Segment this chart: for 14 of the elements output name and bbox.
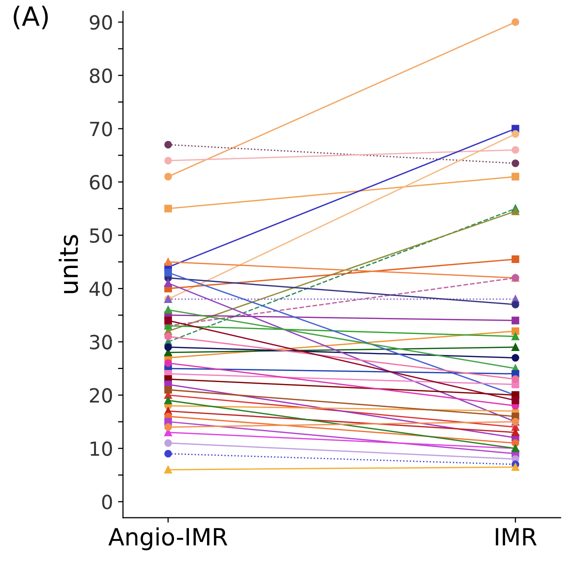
y-axis-title: units bbox=[58, 235, 78, 294]
y-tick-label: 80 bbox=[90, 68, 112, 84]
y-tick-label: 0 bbox=[102, 494, 112, 510]
y-tick-label: 30 bbox=[90, 334, 112, 350]
y-tick-label: 70 bbox=[90, 122, 112, 136]
y-tick-label: 40 bbox=[89, 281, 112, 296]
y-tick-label: 50 bbox=[90, 228, 112, 243]
x-tick-label: IMR bbox=[496, 528, 537, 546]
y-tick-label: 20 bbox=[90, 388, 112, 403]
x-tick-label: Angio-IMR bbox=[108, 527, 228, 550]
y-tick-label: 90 bbox=[90, 15, 112, 30]
y-tick-label: 60 bbox=[90, 174, 112, 190]
chart-title: (A) bbox=[14, 6, 48, 30]
y-tick-label: 10 bbox=[90, 441, 112, 456]
